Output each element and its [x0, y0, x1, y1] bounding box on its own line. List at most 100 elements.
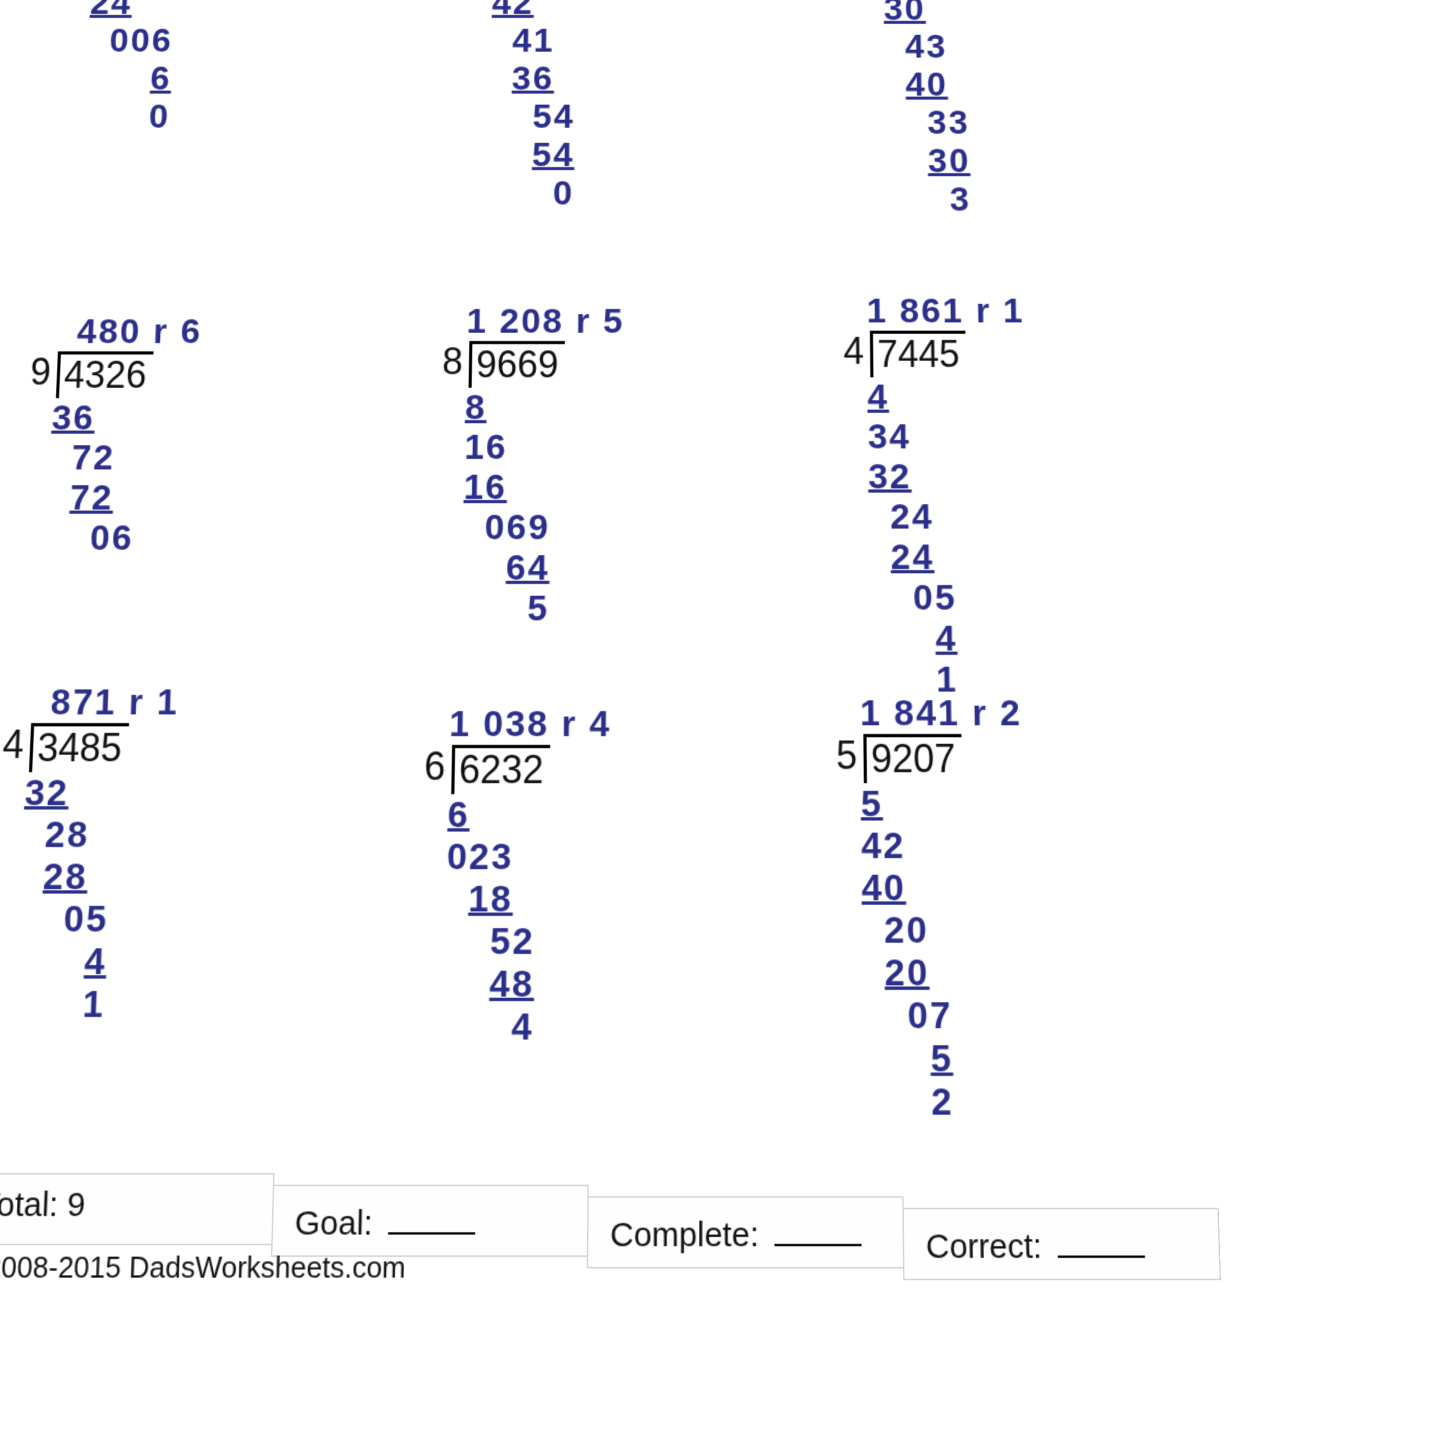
division-setup: 43485 [1, 723, 129, 772]
divisor: 6 [424, 745, 452, 789]
correct-cell: Correct: [903, 1208, 1221, 1280]
dividend: 9207 [863, 734, 962, 783]
work-step: 20 [837, 909, 1027, 952]
division-setup: 47445 [843, 331, 966, 377]
work-step: 30 [860, 0, 1027, 27]
goal-cell-label: Goal: [294, 1204, 373, 1242]
goal-cell: Goal: [271, 1185, 589, 1257]
divisor: 8 [442, 341, 470, 383]
division-problem-9: 1 841 r 259207 5 42 40 20 20 07 5 2 [836, 693, 1031, 1125]
work-step: 24 [66, 0, 187, 22]
division-setup: 59207 [836, 734, 962, 783]
work-step: 05 [0, 898, 172, 940]
work-step: 24 [845, 537, 1030, 578]
work-step: 3 [862, 180, 1031, 219]
work-step: 48 [420, 963, 610, 1006]
goal-cell-blank[interactable] [388, 1198, 476, 1235]
complete-cell: Complete: [587, 1196, 904, 1268]
division-problem-8: 1 038 r 466232 6 023 18 52 48 4 [419, 704, 612, 1049]
work-step: 5 [437, 588, 623, 629]
quotient: 1 861 r 1 [843, 291, 1025, 330]
quotient: 480 r 6 [31, 312, 203, 351]
work-step: 52 [420, 920, 610, 963]
quotient: 871 r 1 [4, 682, 180, 723]
work-step: 0 [465, 174, 587, 213]
divisor: 5 [836, 734, 864, 778]
work-step: 28 [0, 814, 175, 856]
copyright: © 2008-2015 DadsWorksheets.com [0, 1250, 406, 1286]
dividend: 9669 [469, 341, 565, 387]
dividend: 7445 [870, 331, 966, 377]
work-step: 6 [423, 794, 611, 836]
work-step: 16 [440, 467, 624, 507]
division-problem-6: 1 861 r 147445 4 34 32 24 24 05 4 1 [843, 291, 1033, 700]
quotient: 1 841 r 2 [836, 693, 1023, 734]
work-step: 40 [861, 65, 1029, 103]
work-step: 006 [65, 22, 186, 60]
work-step: 64 [438, 548, 623, 589]
work-step: 42 [469, 0, 589, 22]
correct-cell-label: Correct: [926, 1228, 1043, 1266]
work-step: 24 [845, 497, 1030, 537]
complete-cell-blank[interactable] [774, 1209, 861, 1246]
work-step: 20 [838, 952, 1028, 995]
work-step: 32 [0, 772, 176, 814]
division-setup: 89669 [442, 341, 565, 387]
work-step: 41 [468, 22, 588, 60]
work-step: 06 [22, 518, 196, 558]
correct-cell-blank[interactable] [1057, 1221, 1145, 1258]
work-step: 2 [839, 1081, 1031, 1124]
dividend: 4326 [56, 351, 154, 397]
work-step: 18 [421, 878, 610, 920]
work-step: 07 [838, 994, 1029, 1037]
work-step: 42 [837, 825, 1026, 867]
work-step: 30 [862, 142, 1031, 180]
division-problem-2: 64614 42 41 36 54 54 0 [465, 0, 589, 213]
work-step: 54 [466, 136, 587, 174]
work-step: 36 [467, 59, 588, 97]
work-step: 72 [25, 438, 198, 478]
division-problem-3: 686 r 353433 30 43 40 33 30 3 [860, 0, 1031, 219]
divisor: 9 [29, 351, 58, 393]
work-step: 4 [419, 1006, 610, 1049]
division-problem-4: 480 r 694326 36 72 72 06 [22, 312, 203, 558]
total-cell-label: Total: 9 [0, 1186, 86, 1224]
work-step: 72 [24, 478, 197, 518]
work-step: 05 [845, 578, 1031, 619]
complete-cell-label: Complete: [610, 1216, 759, 1254]
work-step: 4 [846, 618, 1032, 659]
work-step: 6 [63, 59, 185, 97]
work-step: 32 [844, 457, 1028, 497]
quotient: 1 208 r 5 [443, 302, 625, 341]
work-step: 1 [0, 983, 169, 1026]
work-step: 023 [422, 836, 611, 878]
work-step: 34 [844, 417, 1028, 457]
work-step: 40 [837, 867, 1026, 909]
work-step: 36 [27, 398, 200, 438]
division-problem-1: 32406 24 006 6 0 [61, 0, 189, 136]
dividend: 3485 [29, 723, 129, 772]
work-step: 33 [862, 103, 1030, 141]
work-step: 16 [440, 427, 624, 467]
divisor: 4 [843, 331, 870, 373]
work-step: 43 [861, 27, 1028, 65]
division-problem-7: 871 r 143485 32 28 28 05 4 1 [0, 682, 180, 1026]
division-setup: 94326 [29, 351, 154, 397]
work-step: 5 [838, 1037, 1029, 1080]
divisor: 4 [2, 723, 31, 767]
work-step: 4 [844, 377, 1027, 417]
work-step: 0 [61, 97, 183, 135]
dividend: 6232 [451, 745, 550, 794]
work-step: 54 [467, 97, 588, 135]
quotient: 1 038 r 4 [425, 704, 612, 745]
work-step: 4 [0, 940, 171, 983]
work-step: 28 [0, 856, 173, 898]
worksheet-sheet: 32406 24 006 6 064614 42 41 36 54 54 0 6… [0, 0, 1440, 1440]
total-cell: Total: 9 [0, 1173, 274, 1245]
division-setup: 66232 [424, 745, 551, 794]
division-problem-5: 1 208 r 589669 8 16 16 069 64 5 [437, 302, 624, 629]
work-step: 5 [836, 783, 1024, 825]
work-step: 8 [441, 387, 624, 427]
score-row: Total: 9Goal: Complete: Correct: [0, 1173, 1219, 1245]
work-step: 069 [439, 507, 624, 547]
